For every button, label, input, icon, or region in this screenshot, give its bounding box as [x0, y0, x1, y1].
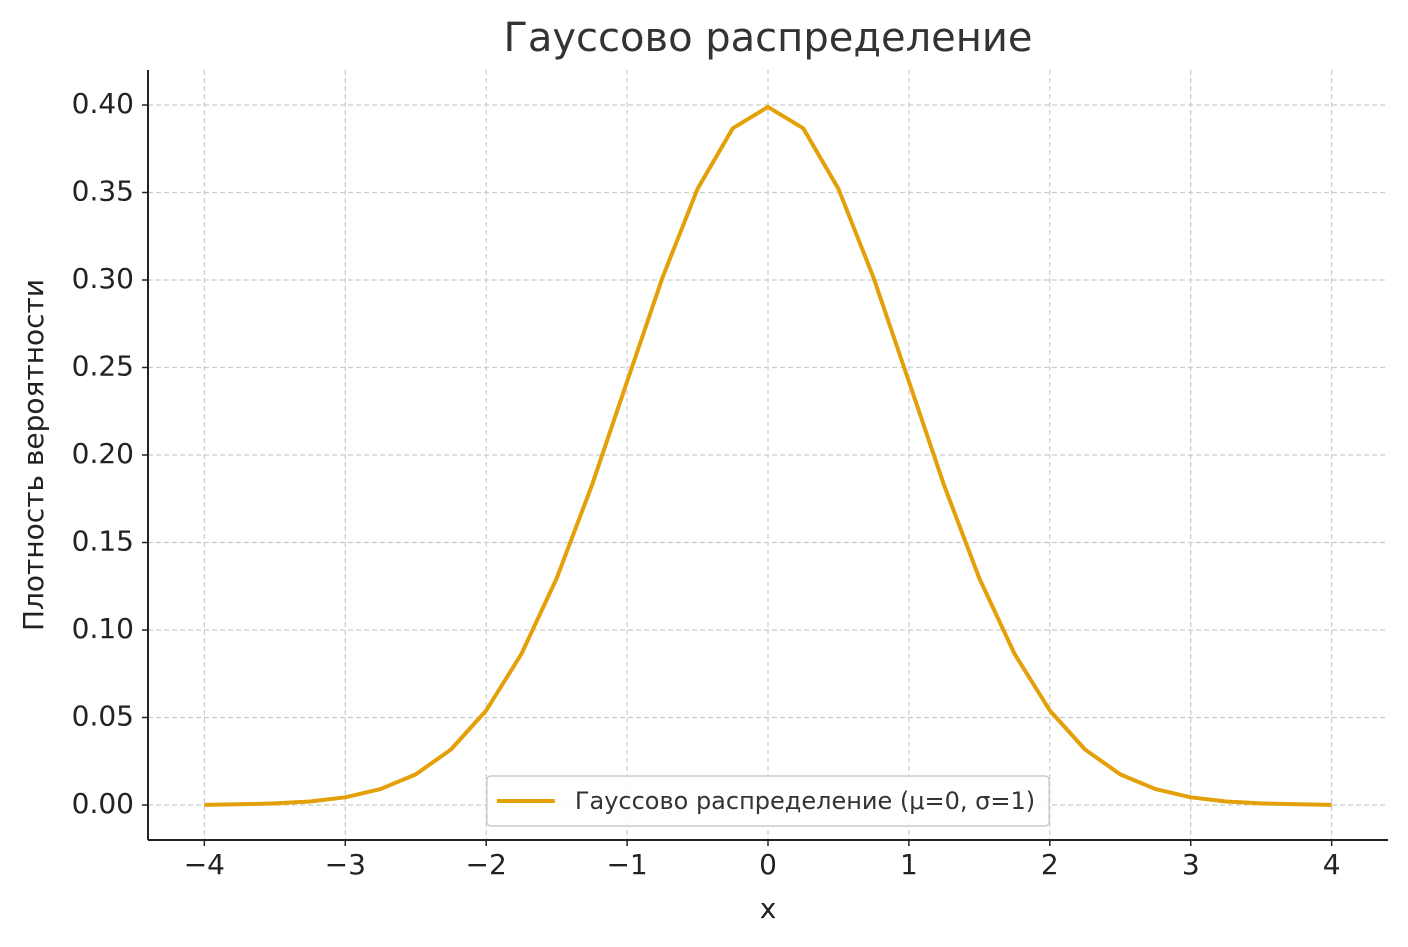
- chart-title: Гауссово распределение: [503, 15, 1032, 61]
- x-tick-label: −1: [606, 848, 647, 881]
- y-tick-label: 0.35: [72, 175, 134, 208]
- y-tick-label: 0.10: [72, 612, 134, 645]
- y-tick-label: 0.30: [72, 262, 134, 295]
- x-tick-label: 2: [1041, 848, 1059, 881]
- x-tick-label: 3: [1182, 848, 1200, 881]
- y-tick-label: 0.15: [72, 525, 134, 558]
- legend: Гауссово распределение (μ=0, σ=1): [486, 775, 1050, 827]
- x-tick-label: −3: [325, 848, 366, 881]
- y-tick-label: 0.25: [72, 350, 134, 383]
- x-tick-label: −2: [466, 848, 507, 881]
- x-tick-label: 0: [759, 848, 777, 881]
- x-tick-label: 1: [900, 848, 918, 881]
- x-axis-label: x: [760, 892, 777, 925]
- line: [204, 104, 1332, 807]
- x-tick-label: −4: [184, 848, 225, 881]
- y-tick-label: 0.05: [72, 700, 134, 733]
- legend-box: [486, 775, 1050, 827]
- y-tick-label: 0.00: [72, 787, 134, 820]
- y-axis-label: Плотность вероятности: [17, 279, 50, 631]
- y-tick-label: 0.40: [72, 87, 134, 120]
- legend-label: Гауссово распределение (μ=0, σ=1): [575, 787, 1035, 815]
- y-tick-label: 0.20: [72, 437, 134, 470]
- x-tick-label: 4: [1323, 848, 1341, 881]
